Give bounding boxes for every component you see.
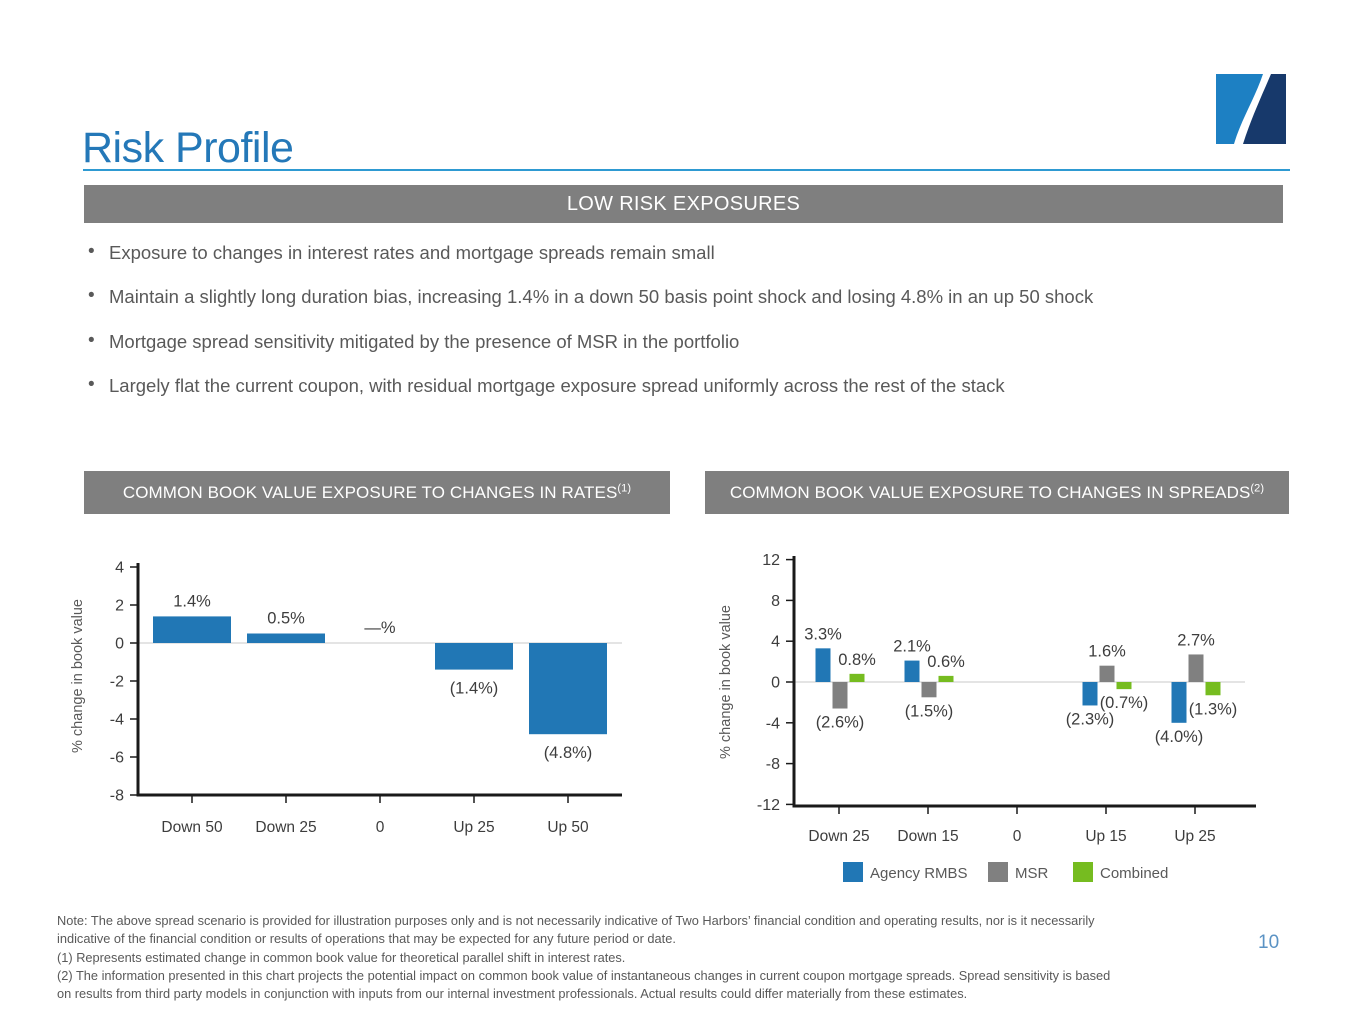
value-label: 1.4%: [173, 592, 211, 610]
value-label: (2.3%): [1066, 710, 1115, 728]
legend-label: MSR: [1015, 865, 1049, 882]
y-tick-label: 12: [762, 552, 780, 569]
bar-msr: [1099, 665, 1115, 682]
y-axis-title: % change in book value: [70, 599, 86, 753]
msr-swatch-icon: [988, 862, 1008, 882]
value-label: (1.3%): [1189, 700, 1238, 718]
bar-msr: [1188, 654, 1204, 682]
y-tick-label: -4: [110, 712, 124, 729]
category-label: Up 15: [1085, 828, 1126, 845]
category-label: Up 50: [547, 819, 589, 836]
bar-combined: [938, 675, 954, 682]
y-tick-label: 8: [771, 593, 780, 610]
y-tick-label: -4: [766, 715, 780, 732]
spreads-chart-header-text: COMMON BOOK VALUE EXPOSURE TO CHANGES IN…: [729, 483, 1251, 502]
bullet-item: Exposure to changes in interest rates an…: [88, 242, 1308, 262]
footnote-line: Note: The above spread scenario is provi…: [57, 913, 1095, 928]
value-label: (2.6%): [816, 714, 865, 732]
category-label: Up 25: [1174, 828, 1215, 845]
value-label: 0.5%: [267, 610, 305, 628]
legend-item-combined: Combined: [1073, 862, 1168, 882]
legend-item-agency-rmbs: Agency RMBS: [843, 862, 968, 882]
bullet-item: Largely flat the current coupon, with re…: [88, 375, 1308, 395]
rates-chart-header-text: COMMON BOOK VALUE EXPOSURE TO CHANGES IN…: [122, 483, 618, 502]
footnote-line: on results from third party models in co…: [57, 986, 968, 1002]
y-tick-label: -8: [766, 756, 780, 773]
category-label: 0: [1013, 828, 1022, 845]
section-banner: LOW RISK EXPOSURES: [84, 185, 1283, 223]
y-tick-label: -2: [110, 674, 124, 691]
value-label: 0.6%: [927, 653, 965, 671]
value-label: 2.7%: [1177, 631, 1215, 649]
spreads-footnote-ref: (2): [1250, 482, 1265, 495]
y-axis-title: % change in book value: [718, 605, 734, 759]
value-label: (4.0%): [1155, 728, 1204, 746]
bar-agency-rmbs: [1171, 682, 1187, 723]
page-title: Risk Profile: [82, 123, 294, 172]
bullet-list: Exposure to changes in interest rates an…: [88, 242, 1308, 421]
bar-msr: [921, 682, 937, 698]
value-label: —%: [364, 619, 396, 637]
y-tick-label: 4: [115, 560, 124, 577]
category-label: Down 25: [255, 819, 316, 836]
y-tick-label: -12: [757, 797, 780, 814]
legend-label: Agency RMBS: [870, 865, 968, 882]
y-tick-label: 0: [115, 636, 124, 653]
bullet-item: Maintain a slightly long duration bias, …: [88, 286, 1308, 306]
bar-agency-rmbs: [904, 660, 920, 682]
footnote-line: indicative of the financial condition or…: [57, 931, 676, 947]
y-tick-label: -6: [110, 750, 124, 767]
category-label: Up 25: [453, 819, 494, 836]
bar-up-25: [435, 643, 513, 670]
bar-down-25: [247, 633, 325, 643]
spreads-chart-header: COMMON BOOK VALUE EXPOSURE TO CHANGES IN…: [705, 471, 1289, 514]
bar-combined: [1205, 682, 1221, 696]
bar-down-50: [153, 616, 231, 643]
value-label: (1.4%): [450, 680, 499, 698]
category-label: Down 25: [808, 828, 869, 845]
y-tick-label: 0: [771, 675, 780, 692]
category-label: 0: [376, 819, 385, 836]
legend-item-msr: MSR: [988, 862, 1048, 882]
value-label: (1.5%): [905, 702, 954, 720]
bar-up-50: [529, 643, 607, 735]
bar-agency-rmbs: [1082, 682, 1098, 706]
bar-combined: [1116, 682, 1132, 690]
title-divider: [83, 169, 1290, 171]
agency-rmbs-swatch-icon: [843, 862, 863, 882]
combined-swatch-icon: [1073, 862, 1093, 882]
bar-msr: [832, 682, 848, 709]
category-label: Down 50: [161, 819, 223, 836]
footnote-line: (1) Represents estimated change in commo…: [57, 949, 626, 965]
bar-agency-rmbs: [815, 648, 831, 682]
footnote-line: (2) The information presented in this ch…: [57, 967, 1111, 983]
spreads-grouped-bar-chart: 3.3% 2.1% (2.3%) (4.0%) (2.6%) (1.5%) 1.6% 2.7%…: [718, 552, 1256, 845]
y-tick-label: 2: [115, 598, 124, 615]
y-tick-label: 4: [771, 634, 780, 651]
rates-footnote-ref: (1): [617, 482, 632, 495]
category-label: Down 15: [897, 828, 958, 845]
rates-bar-chart: 1.4% 0.5% —% (1.4%) (4.8%) 4 2 0 -2 -4 -6 -8 Down 50…: [70, 560, 622, 836]
value-label: (0.7%): [1100, 694, 1149, 712]
bullet-item: Mortgage spread sensitivity mitigated by…: [88, 331, 1308, 351]
legend-label: Combined: [1100, 865, 1169, 882]
y-tick-label: -8: [110, 788, 124, 805]
value-label: 2.1%: [893, 638, 931, 656]
value-label: 0.8%: [838, 651, 876, 669]
page-number: 10: [1258, 932, 1280, 953]
value-label: (4.8%): [544, 744, 593, 762]
value-label: 1.6%: [1088, 643, 1126, 661]
two-harbors-logo-icon: [1216, 74, 1286, 144]
rates-chart-header: COMMON BOOK VALUE EXPOSURE TO CHANGES IN…: [84, 471, 670, 514]
footnotes: Note: The above spread scenario is provi…: [57, 912, 1297, 1003]
value-label: 3.3%: [804, 625, 842, 643]
bar-combined: [849, 673, 865, 682]
